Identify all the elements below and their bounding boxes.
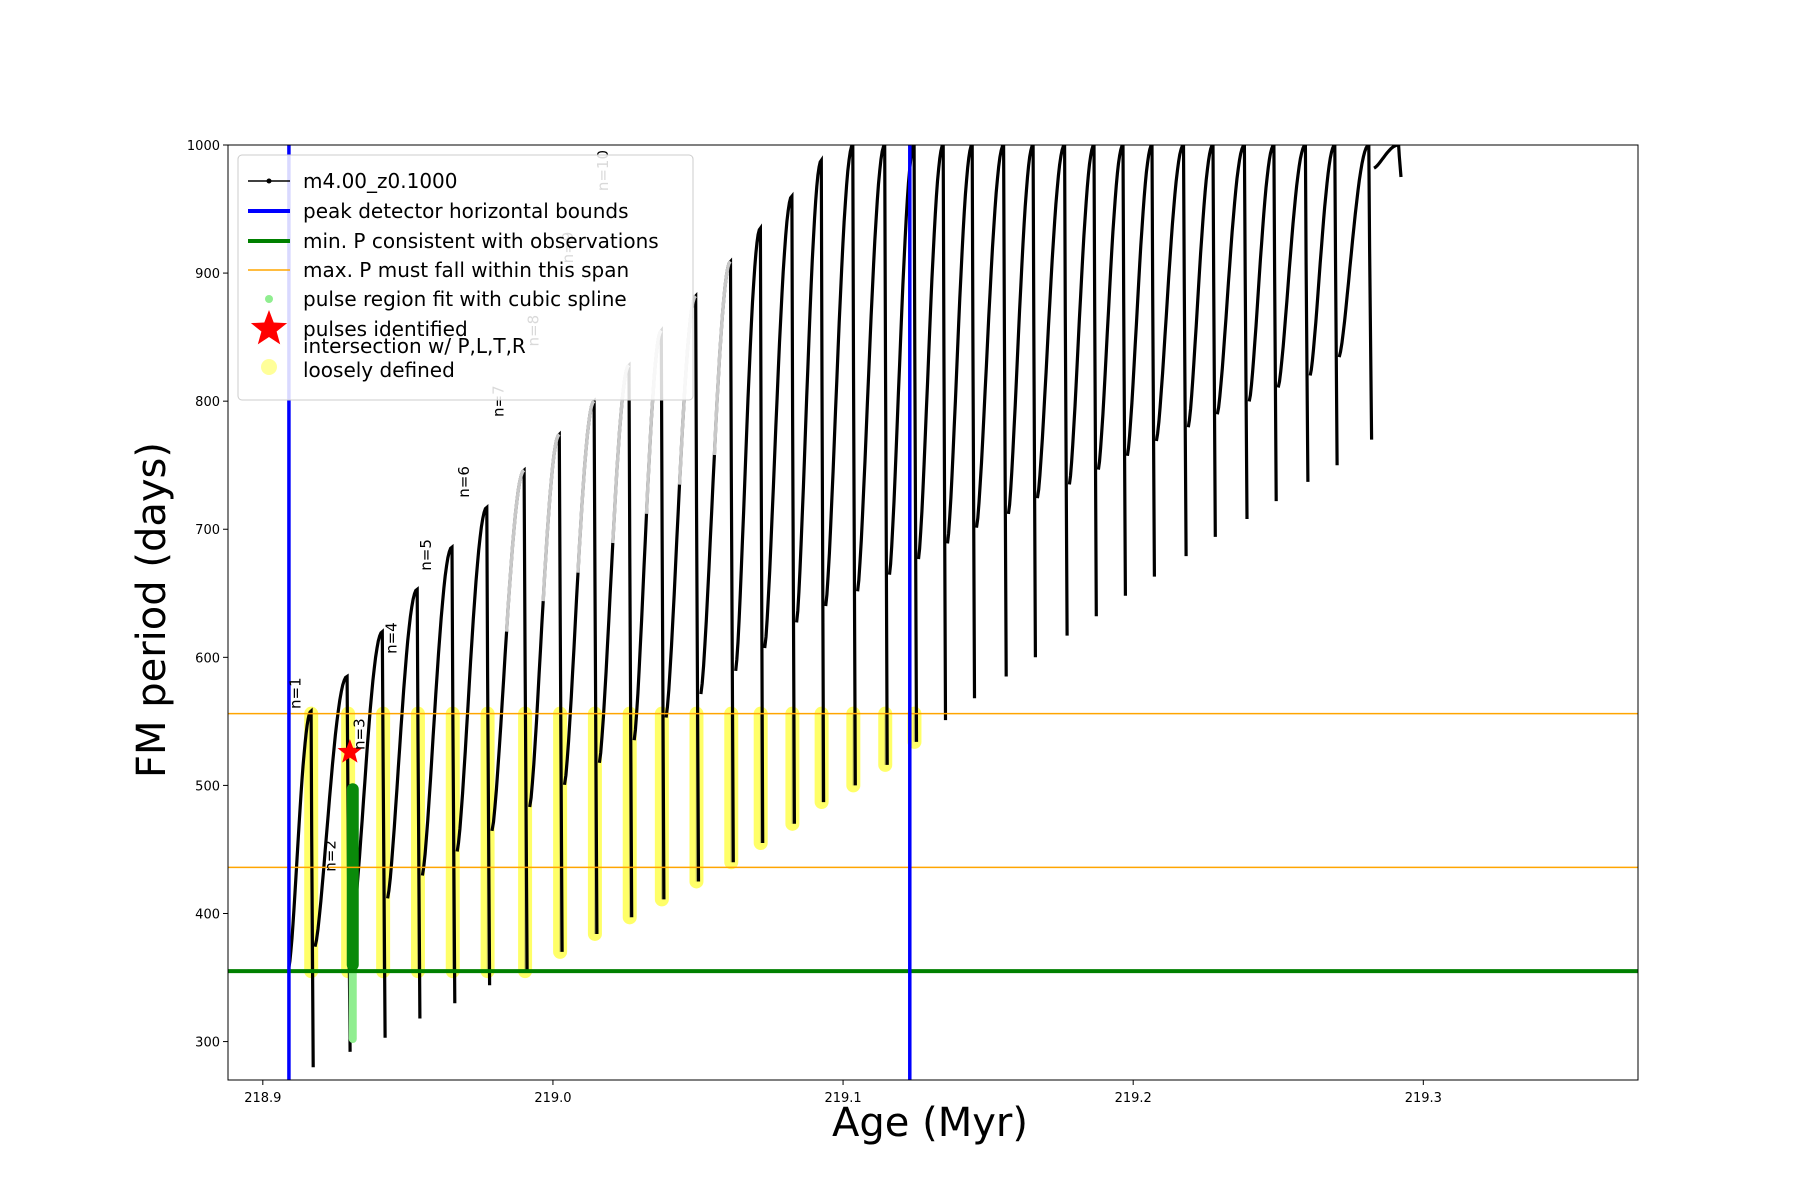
- pulse-curve: [1096, 145, 1127, 596]
- legend-label: peak detector horizontal bounds: [303, 199, 629, 223]
- pulse-curve: [856, 145, 889, 765]
- pulse-curve: [1035, 145, 1069, 636]
- y-tick-label: 800: [195, 395, 220, 410]
- pulse-curve: [887, 145, 919, 742]
- pulse-curve: [1247, 145, 1278, 502]
- pulse-curve-highlight: [576, 399, 596, 573]
- legend-label: min. P consistent with observations: [303, 229, 659, 253]
- pulse-curve: [455, 504, 492, 986]
- pulse-curve: [1067, 145, 1098, 617]
- pulse-curve: [386, 586, 422, 1019]
- y-tick-label: 400: [195, 907, 220, 922]
- pulse-curve-highlight: [712, 260, 732, 456]
- pulse-curve: [1125, 145, 1156, 577]
- pulse-label: n=2: [321, 840, 339, 872]
- pulse-curve: [795, 155, 826, 803]
- pulse-curves: [287, 145, 1403, 1068]
- pulse-curve: [420, 543, 457, 1004]
- pulse-curve: [1337, 145, 1374, 440]
- legend-label: intersection w/ P,L,T,R: [303, 334, 526, 358]
- pulse-label: n=1: [287, 677, 305, 709]
- pulse-label: n=5: [417, 539, 435, 571]
- legend-box: [237, 154, 694, 401]
- legend-handle-dot: [265, 295, 273, 303]
- identified-pulse-star: [337, 739, 363, 763]
- y-tick-label: 900: [195, 267, 220, 282]
- y-tick-label: 600: [195, 651, 220, 666]
- pulse-label: n=3: [350, 718, 368, 750]
- legend-label: pulse region fit with cubic spline: [303, 287, 627, 311]
- pulse-curve: [287, 707, 315, 1068]
- legend-handle-star: [250, 310, 288, 345]
- y-axis-label: FM period (days): [129, 442, 175, 778]
- pulse-curve: [763, 191, 796, 824]
- y-axis-ticks: 300 400 500 600 700 800 900 1000: [187, 139, 228, 1051]
- x-tick-label: 219.3: [1405, 1091, 1442, 1106]
- x-tick-label: 218.9: [244, 1091, 281, 1106]
- pulse-curve: [1308, 145, 1339, 466]
- pulse-curve: [824, 145, 857, 786]
- pulse-label: n=6: [455, 466, 473, 498]
- pulse-curve-highlight: [504, 469, 526, 632]
- pulse-curve-highlight: [541, 433, 561, 602]
- legend-handle-circle: [261, 359, 277, 375]
- pulse-curve: [1215, 145, 1249, 520]
- pulse-curve: [974, 145, 1008, 677]
- pulse-curve: [945, 145, 977, 699]
- pulse-curve: [1006, 145, 1037, 658]
- y-tick-label: 500: [195, 779, 220, 794]
- legend-handle-dot: [266, 178, 272, 184]
- pulse-label: n=4: [382, 622, 400, 654]
- pulse-curve: [1186, 145, 1217, 537]
- pulse-curve: [1154, 145, 1188, 557]
- x-tick-label: 219.2: [1115, 1091, 1152, 1106]
- legend-label: max. P must fall within this span: [303, 258, 629, 282]
- y-tick-label: 700: [195, 523, 220, 538]
- reference-lines: [228, 145, 1638, 1080]
- identified-pulse-marker: [337, 739, 363, 763]
- pulse-curve: [916, 145, 948, 721]
- x-axis-label: Age (Myr): [832, 1100, 1028, 1146]
- pulse-curve: [734, 223, 765, 844]
- legend-label: m4.00_z0.1000: [303, 169, 458, 193]
- x-axis-ticks: 218.9 219.0 219.1 219.2 219.3: [244, 1080, 1442, 1106]
- axes-frame: [227, 144, 1639, 1081]
- x-tick-label: 219.0: [534, 1091, 571, 1106]
- pulse-curve: [1276, 145, 1310, 482]
- x-tick-label: 219.1: [824, 1091, 861, 1106]
- pulse-curve: [313, 673, 352, 1052]
- legend-label-line2: loosely defined: [303, 358, 455, 382]
- legend-label: pulses identified: [303, 317, 468, 341]
- y-tick-label: 1000: [187, 139, 220, 154]
- y-tick-label: 300: [195, 1036, 220, 1051]
